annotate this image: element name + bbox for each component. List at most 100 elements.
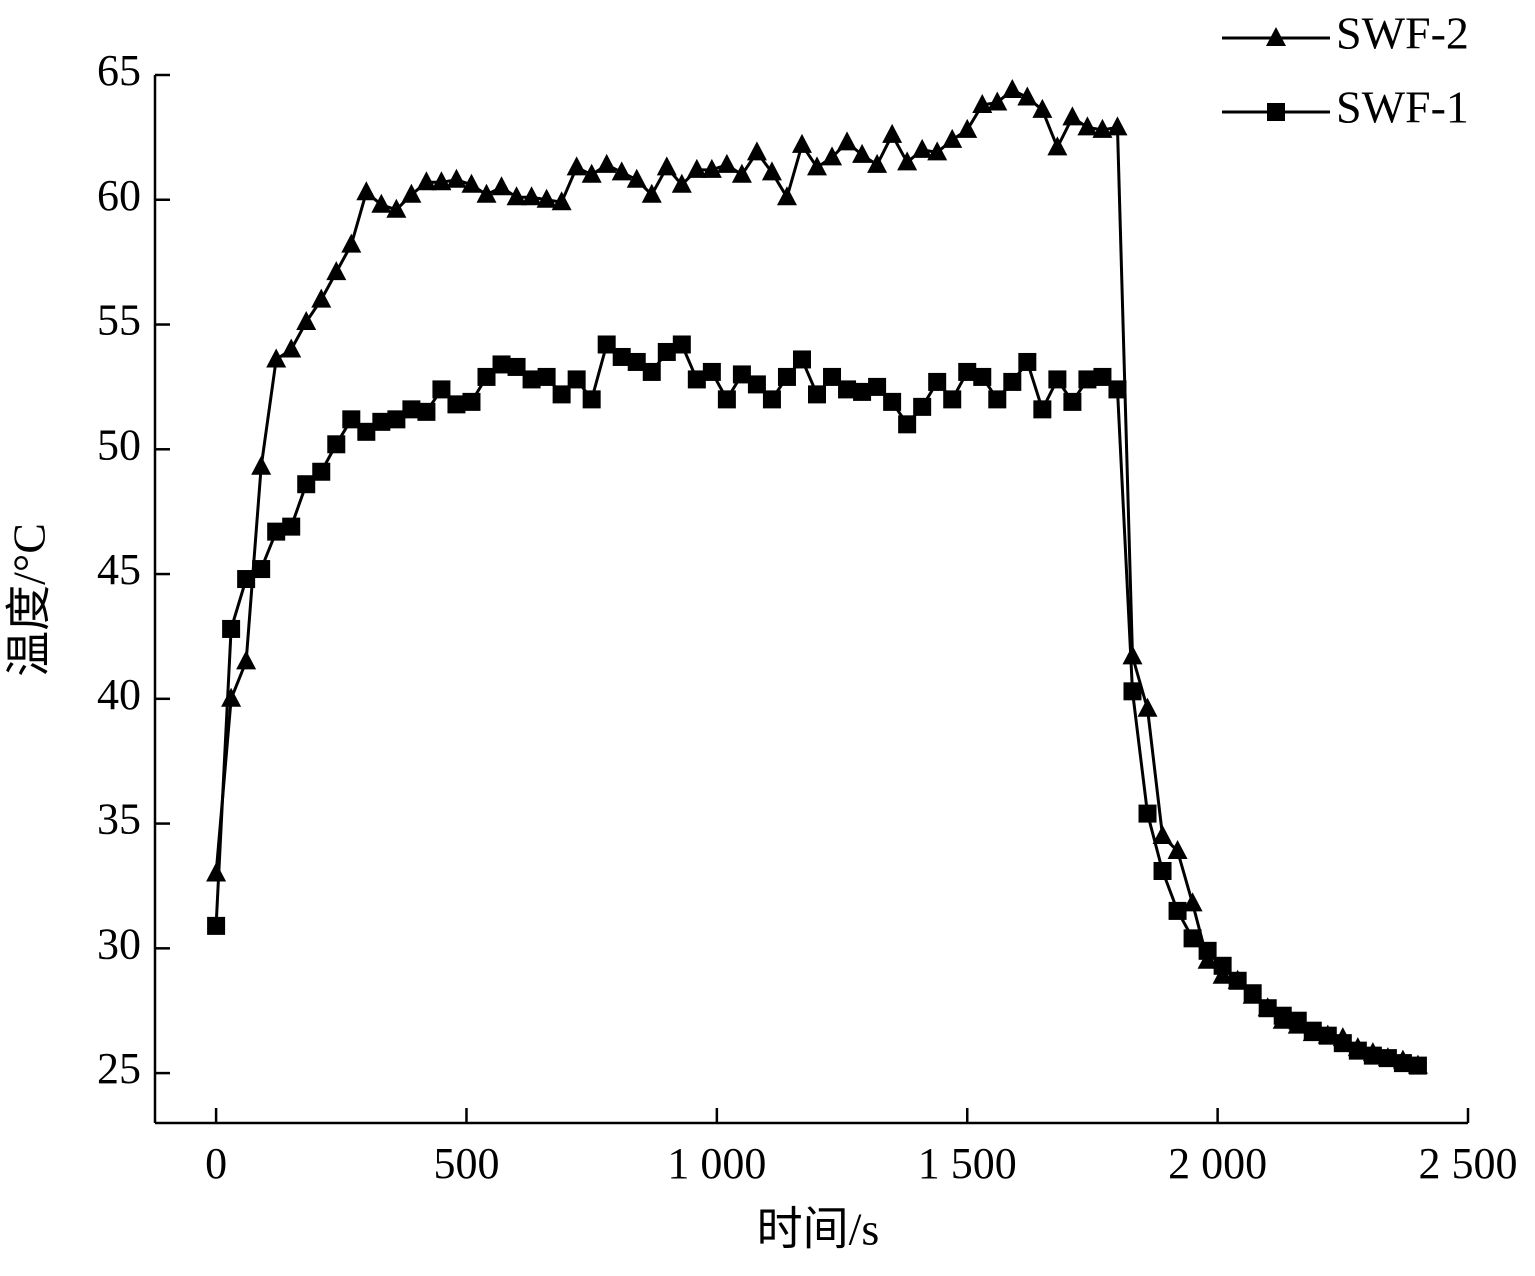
data-point	[1393, 1054, 1412, 1073]
data-point	[536, 188, 557, 208]
data-point	[537, 367, 556, 386]
data-point	[957, 118, 978, 138]
data-point	[386, 198, 407, 218]
data-point	[477, 367, 496, 386]
data-point	[988, 390, 1007, 409]
data-point	[446, 168, 467, 188]
data-point	[897, 151, 918, 171]
data-point	[627, 352, 646, 371]
data-point	[927, 141, 948, 161]
data-point	[522, 370, 541, 389]
y-tick-label: 40	[97, 670, 141, 719]
data-point	[371, 193, 392, 213]
data-point	[1032, 98, 1053, 118]
data-point	[1182, 892, 1203, 912]
y-tick-label: 65	[97, 46, 141, 95]
data-point	[1258, 999, 1277, 1018]
data-point	[808, 385, 827, 404]
data-point	[958, 362, 977, 381]
data-point	[492, 355, 511, 374]
data-point	[1273, 1006, 1292, 1025]
data-point	[476, 183, 497, 203]
data-point	[746, 141, 767, 161]
data-point	[236, 650, 257, 670]
data-point	[506, 186, 527, 206]
data-point	[597, 335, 616, 354]
data-point	[777, 367, 796, 386]
data-point	[838, 380, 857, 399]
data-point	[1153, 861, 1172, 880]
data-point	[626, 168, 647, 188]
data-point	[762, 390, 781, 409]
data-point	[943, 390, 962, 409]
data-point	[761, 161, 782, 181]
data-point	[252, 560, 271, 579]
data-point	[671, 173, 692, 193]
data-point	[1122, 645, 1143, 665]
data-point	[1228, 971, 1247, 990]
data-point	[417, 402, 436, 421]
data-point	[1333, 1034, 1352, 1053]
data-point	[898, 415, 917, 434]
data-point	[867, 153, 888, 173]
data-point	[342, 410, 361, 429]
data-point	[326, 261, 347, 281]
x-tick-label: 2 000	[1168, 1139, 1267, 1188]
data-point	[1138, 804, 1157, 823]
data-point	[656, 156, 677, 176]
data-point	[1002, 78, 1023, 98]
data-point	[972, 93, 993, 113]
data-point	[717, 390, 736, 409]
data-point	[1213, 956, 1232, 975]
data-point	[701, 158, 722, 178]
data-point	[776, 186, 797, 206]
data-point	[1243, 984, 1262, 1003]
data-point	[1077, 116, 1098, 136]
data-point	[267, 522, 286, 541]
data-point	[1183, 929, 1202, 948]
data-point	[507, 357, 526, 376]
y-tick-label: 50	[97, 420, 141, 469]
x-axis-label: 时间/s	[757, 1204, 880, 1255]
data-point	[913, 397, 932, 416]
data-point	[372, 412, 391, 431]
data-point	[567, 370, 586, 389]
data-point	[1363, 1046, 1382, 1065]
data-point	[791, 133, 812, 153]
x-tick-label: 2 500	[1419, 1139, 1518, 1188]
data-point	[581, 163, 602, 183]
y-tick-label: 60	[97, 171, 141, 220]
data-point	[552, 385, 571, 404]
series-line	[214, 341, 1419, 1068]
data-point	[1107, 116, 1128, 136]
data-point	[416, 171, 437, 191]
data-point	[431, 171, 452, 191]
data-point	[1048, 370, 1067, 389]
y-tick-label: 55	[97, 296, 141, 345]
data-point	[447, 395, 466, 414]
data-point	[491, 176, 512, 196]
data-point	[402, 400, 421, 419]
data-point	[206, 862, 227, 882]
data-point	[1123, 682, 1142, 701]
data-point	[822, 146, 843, 166]
data-point	[1288, 1011, 1307, 1030]
data-point	[641, 183, 662, 203]
y-axis-label: 温度/°C	[4, 523, 55, 677]
data-point	[883, 392, 902, 411]
data-point	[672, 335, 691, 354]
data-point	[551, 191, 572, 211]
data-point	[341, 233, 362, 253]
data-point	[432, 380, 451, 399]
data-point	[296, 311, 317, 331]
data-point	[566, 156, 587, 176]
data-point	[747, 375, 766, 394]
x-tick-label: 0	[205, 1139, 227, 1188]
data-point	[596, 153, 617, 173]
data-point	[687, 370, 706, 389]
data-point	[702, 362, 721, 381]
data-point	[1093, 367, 1112, 386]
data-point	[612, 347, 631, 366]
data-point	[807, 156, 828, 176]
data-point	[731, 163, 752, 183]
